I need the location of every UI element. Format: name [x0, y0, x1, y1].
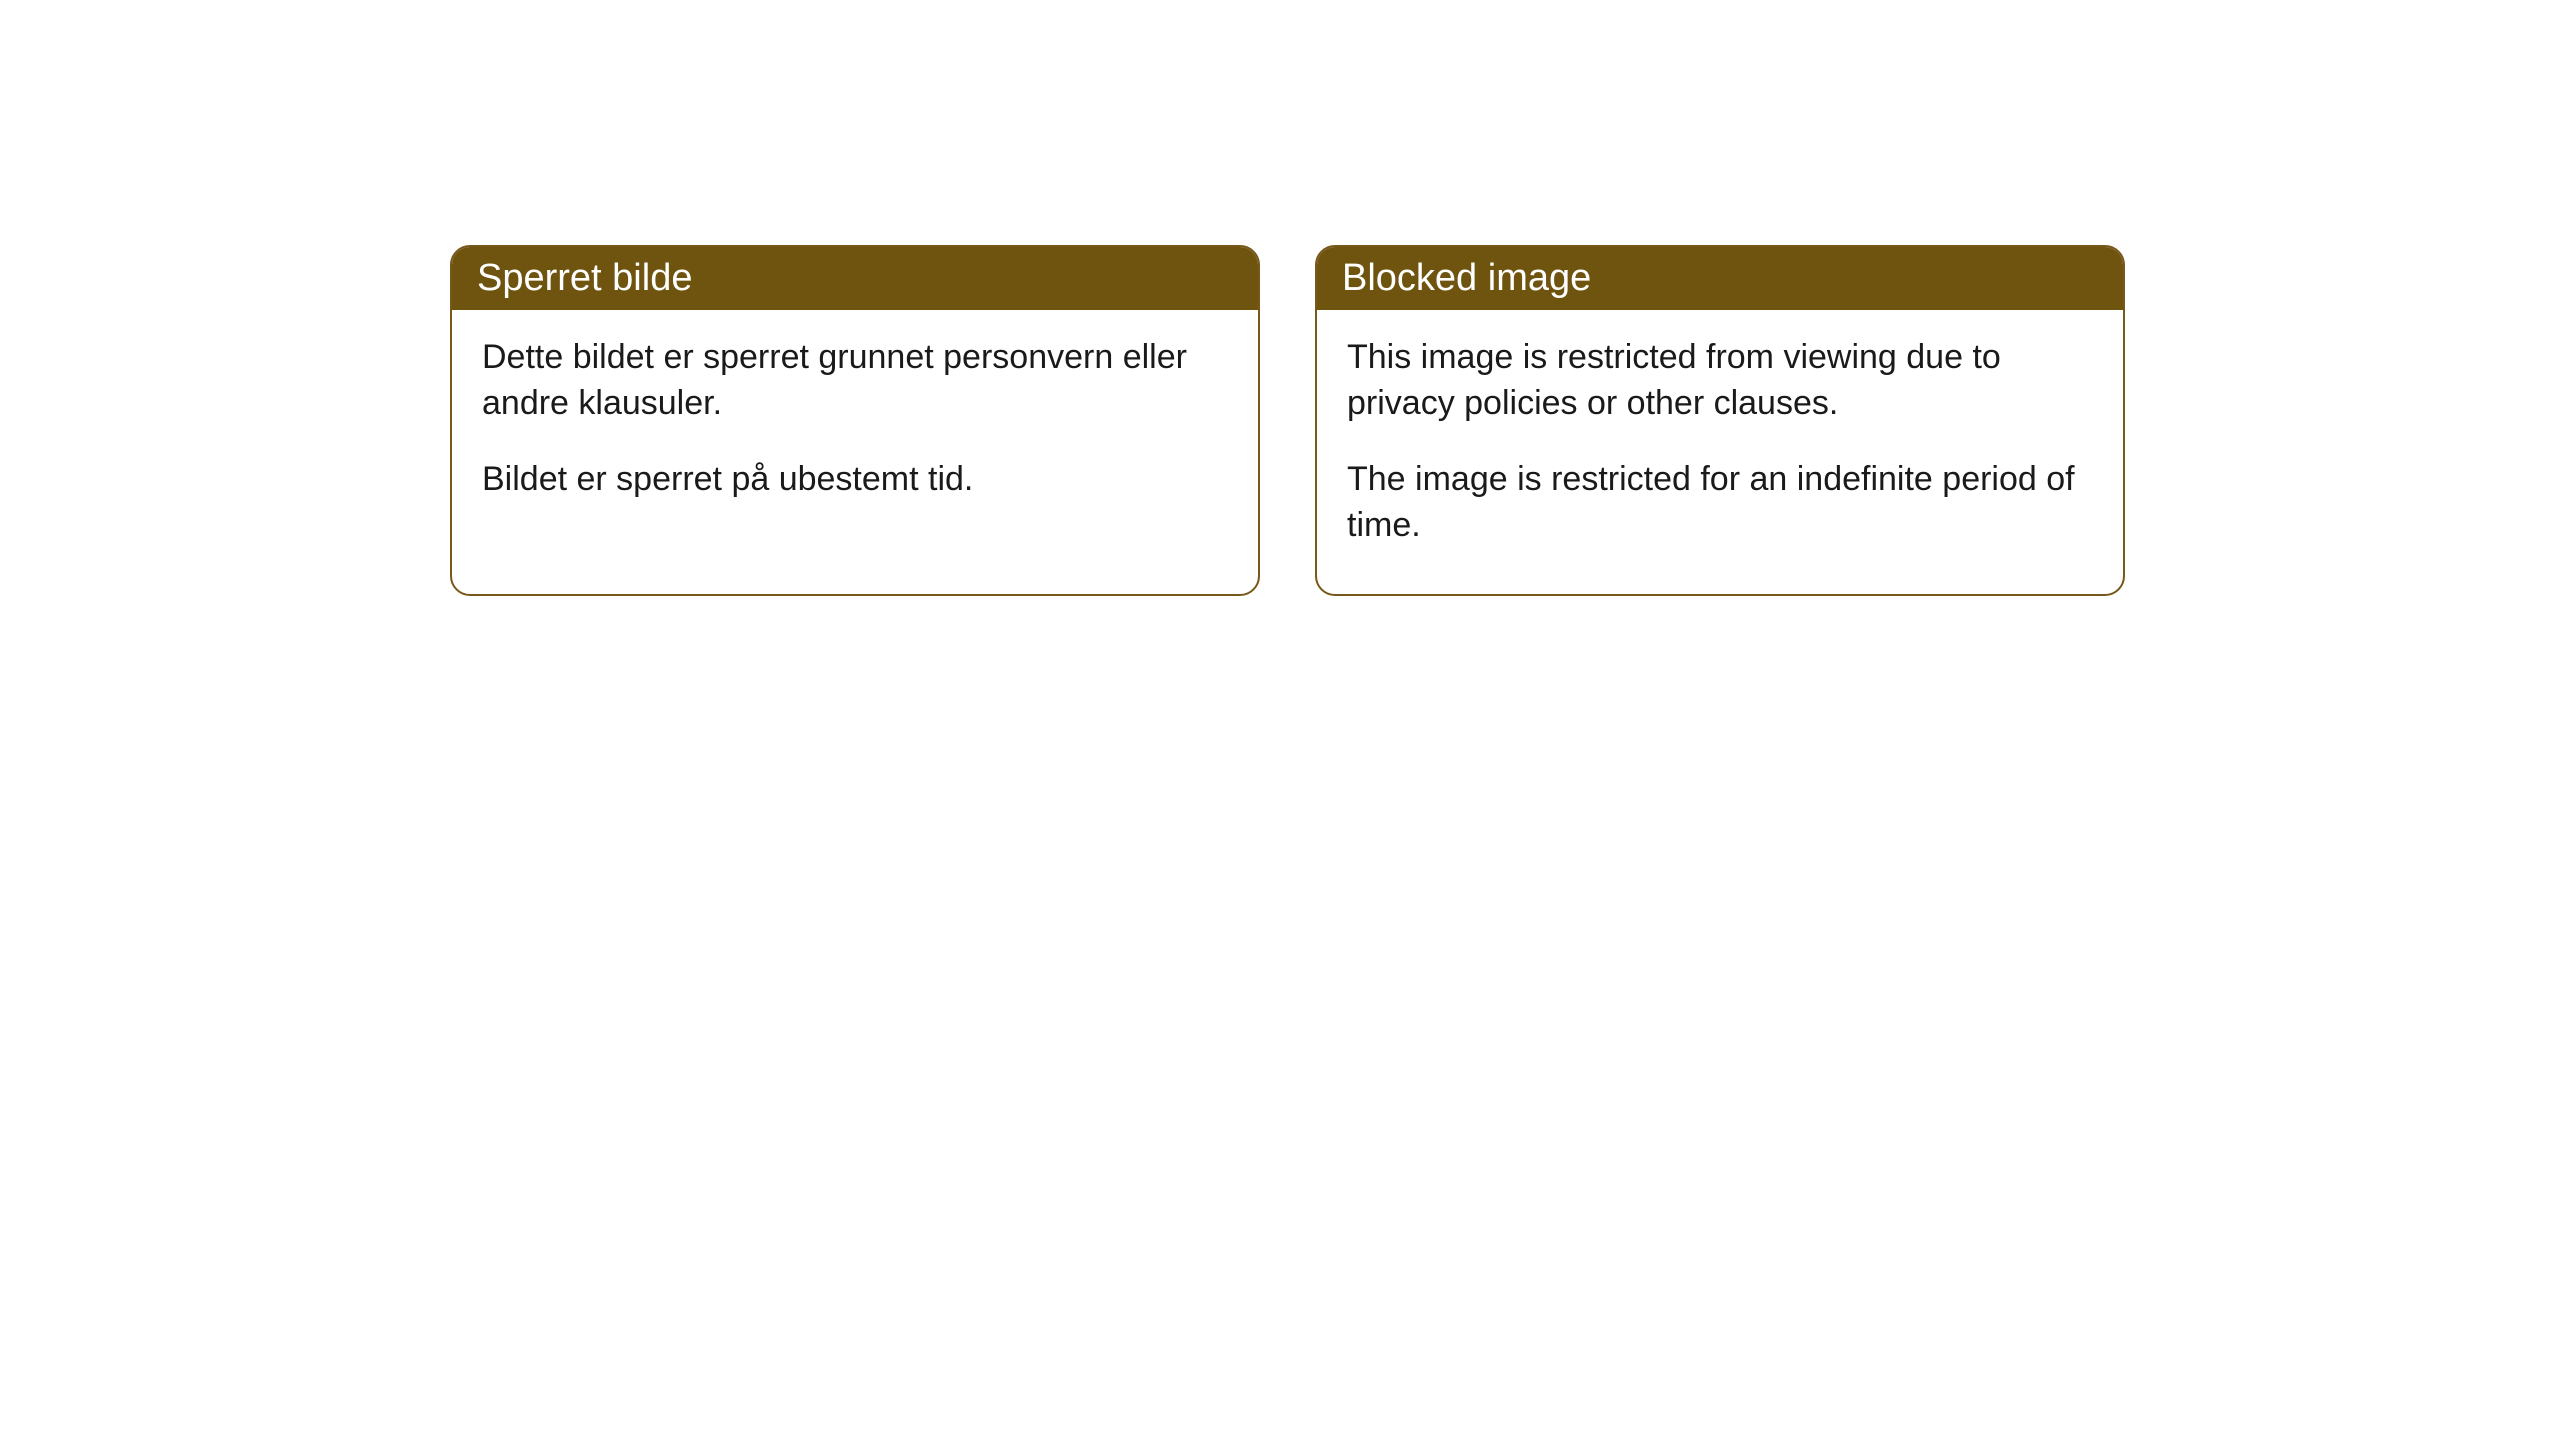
card-header-norwegian: Sperret bilde — [452, 247, 1258, 310]
notice-cards-container: Sperret bilde Dette bildet er sperret gr… — [450, 245, 2560, 596]
card-paragraph: Dette bildet er sperret grunnet personve… — [482, 335, 1228, 427]
card-header-english: Blocked image — [1317, 247, 2123, 310]
card-paragraph: Bildet er sperret på ubestemt tid. — [482, 457, 1228, 503]
card-body-norwegian: Dette bildet er sperret grunnet personve… — [452, 310, 1258, 548]
card-body-english: This image is restricted from viewing du… — [1317, 310, 2123, 594]
card-paragraph: This image is restricted from viewing du… — [1347, 335, 2093, 427]
notice-card-english: Blocked image This image is restricted f… — [1315, 245, 2125, 596]
card-paragraph: The image is restricted for an indefinit… — [1347, 457, 2093, 549]
notice-card-norwegian: Sperret bilde Dette bildet er sperret gr… — [450, 245, 1260, 596]
